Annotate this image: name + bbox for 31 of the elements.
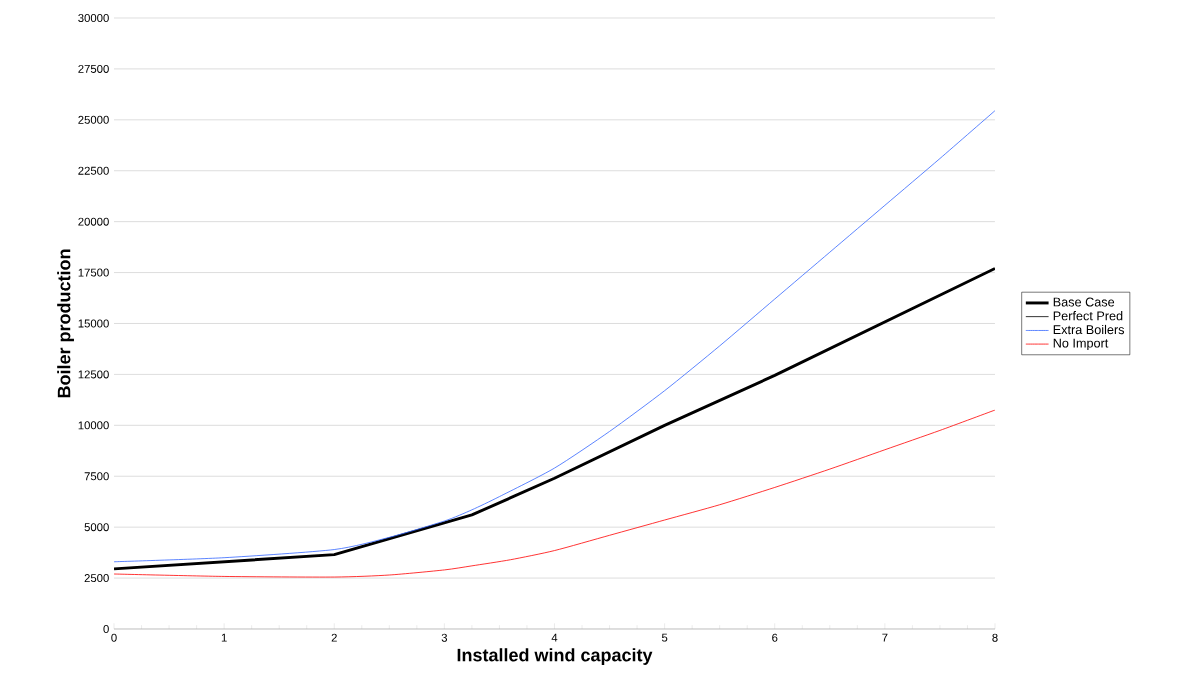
legend-label: Extra Boilers bbox=[1053, 324, 1125, 335]
x-tick-label: 1 bbox=[221, 633, 227, 642]
x-tick-label: 3 bbox=[441, 633, 448, 642]
x-tick-label: 8 bbox=[992, 633, 998, 642]
y-tick-label: 12500 bbox=[78, 370, 109, 379]
line-series bbox=[114, 267, 995, 571]
x-tick-label: 7 bbox=[882, 633, 888, 642]
x-tick-label: 0 bbox=[111, 633, 117, 642]
x-tick-label: 2 bbox=[331, 633, 337, 642]
x-axis-title: Installed wind capacity bbox=[457, 648, 653, 665]
y-tick-label: 22500 bbox=[78, 166, 109, 175]
y-tick-label: 15000 bbox=[78, 319, 109, 328]
legend-label: Perfect Pred bbox=[1053, 311, 1123, 321]
x-tick-label: 5 bbox=[661, 633, 668, 642]
x-tick-label: 4 bbox=[551, 633, 558, 642]
y-tick-label: 2500 bbox=[84, 574, 109, 583]
y-tick-label: 20000 bbox=[78, 217, 109, 226]
y-tick-label: 25000 bbox=[78, 115, 109, 124]
x-tick-label: 6 bbox=[772, 633, 778, 642]
y-tick-label: 10000 bbox=[78, 421, 109, 430]
y-tick-label: 5000 bbox=[84, 523, 109, 532]
line-series bbox=[114, 409, 995, 578]
y-tick-label: 0 bbox=[103, 624, 109, 633]
y-tick-label: 27500 bbox=[78, 64, 109, 73]
legend-label: Base Case bbox=[1053, 297, 1115, 307]
y-axis-title: Boiler production bbox=[57, 249, 74, 398]
legend-label: No Import bbox=[1053, 338, 1109, 351]
line-series bbox=[114, 110, 995, 563]
y-tick-label: 30000 bbox=[78, 13, 109, 22]
y-tick-label: 17500 bbox=[78, 268, 109, 277]
y-tick-label: 7500 bbox=[84, 472, 109, 481]
